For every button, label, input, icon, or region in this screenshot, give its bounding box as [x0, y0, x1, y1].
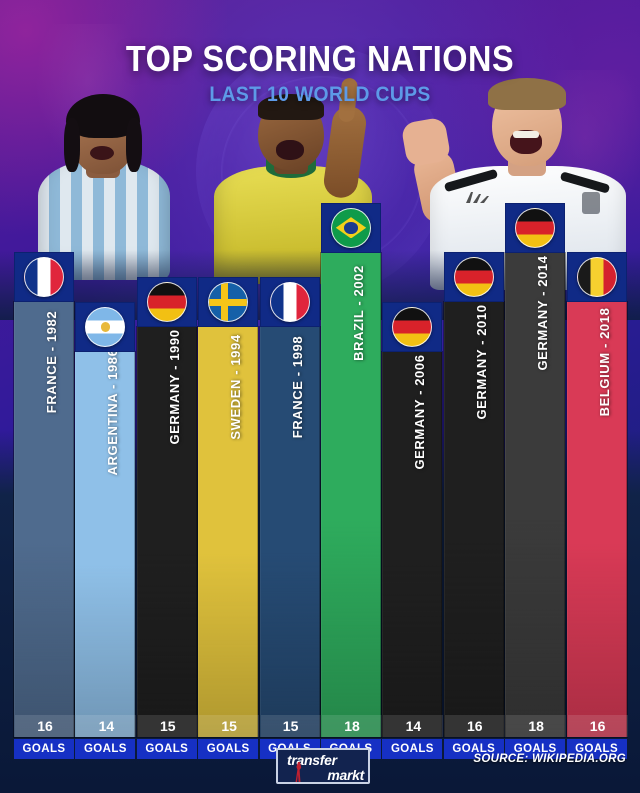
bar-label: BELGIUM - 2018 [596, 307, 612, 417]
bar-label: GERMANY - 2010 [473, 304, 489, 420]
bar[interactable]: GERMANY - 2014 18 [505, 252, 567, 737]
transfermarkt-logo-line1: transfer [287, 751, 337, 768]
bar-value: 18 [322, 715, 382, 737]
page-title: TOP SCORING NATIONS [125, 38, 515, 79]
flag-germany-icon [146, 282, 187, 323]
flag-header-box [505, 202, 566, 253]
bar-goals-label: GOALS [198, 739, 259, 759]
bar-value: 15 [199, 715, 260, 737]
flag-header-box [136, 277, 197, 328]
bar-column[interactable]: GERMANY - 1990 15 GOALS [136, 277, 198, 759]
flag-france-icon [24, 257, 64, 298]
bar-goals-label: GOALS [505, 739, 566, 759]
flag-header-box [14, 252, 74, 303]
flag-belgium-icon [576, 257, 617, 298]
flag-sweden-icon [208, 282, 249, 323]
bar-column[interactable]: ARGENTINA - 1986 14 GOALS [75, 302, 137, 759]
bar-column[interactable]: FRANCE - 199815GOALS [259, 277, 321, 759]
bar-value: 15 [137, 715, 198, 737]
bar-column[interactable]: GERMANY - 2010 16 GOALS [443, 252, 505, 759]
bar[interactable]: GERMANY - 2006 14 [382, 352, 444, 737]
page-subtitle: LAST 10 WORLD CUPS [209, 83, 431, 106]
transfermarkt-figure-icon [295, 762, 302, 782]
bar[interactable]: GERMANY - 2010 16 [443, 302, 505, 737]
bar-value: 14 [76, 715, 137, 737]
adidas-logo-icon [466, 192, 489, 203]
flag-header-box [443, 252, 504, 303]
bar-goals-label: GOALS [14, 739, 74, 759]
flag-germany-icon [453, 257, 494, 298]
bar[interactable]: FRANCE - 1982 16 [14, 302, 75, 737]
flag-brazil-icon [331, 207, 371, 248]
bar-column[interactable]: GERMANY - 2014 18 GOALS [505, 202, 567, 759]
bar-value: 14 [383, 715, 444, 737]
bar-goals-label: GOALS [75, 739, 136, 759]
flag-header-box [566, 252, 627, 303]
bar[interactable]: FRANCE - 1998 15 [259, 327, 321, 737]
bar-column[interactable]: BELGIUM - 2018 16 GOALS [566, 252, 628, 759]
flag-header-box [75, 302, 136, 352]
bar[interactable]: BRAZIL - 2002 18 [321, 252, 382, 737]
bar-label: FRANCE - 1982 [44, 311, 59, 414]
bar-label: GERMANY - 2014 [535, 255, 551, 371]
transfermarkt-logo-line2: markt [327, 766, 364, 783]
bar-column[interactable]: GERMANY - 2006 14 GOALS [382, 302, 444, 759]
flag-header-box [321, 202, 381, 253]
bar-label: GERMANY - 2006 [412, 354, 428, 470]
bar-column[interactable]: SWEDEN - 1994 15 GOALS [198, 277, 260, 759]
bar[interactable]: SWEDEN - 1994 15 [198, 327, 260, 737]
flag-france-icon [269, 282, 310, 323]
flag-header-box [382, 302, 443, 352]
bar-label: GERMANY - 1990 [166, 329, 182, 445]
bar-value: 15 [260, 715, 321, 737]
bar-label: ARGENTINA - 1986 [105, 348, 121, 476]
bar-value: 16 [444, 715, 505, 737]
bar-column[interactable]: BRAZIL - 200218GOALS [321, 202, 382, 759]
bar-goals-label: GOALS [382, 739, 443, 759]
bar[interactable]: ARGENTINA - 1986 14 [75, 348, 137, 737]
bar-value: 18 [506, 715, 567, 737]
source-credit: SOURCE: WIKIPEDIA.ORG [473, 753, 626, 765]
bar-goals-label: GOALS [566, 739, 627, 759]
bar-label: SWEDEN - 1994 [228, 334, 244, 440]
flag-argentina-icon [85, 307, 126, 347]
bar[interactable]: BELGIUM - 2018 16 [566, 302, 628, 737]
bar-column[interactable]: FRANCE - 1982 16 GOALS [14, 252, 75, 759]
transfermarkt-logo: transfer markt [276, 748, 370, 784]
flag-header-box [198, 277, 259, 328]
bar-label: BRAZIL - 2002 [351, 264, 366, 361]
bar-label: FRANCE - 1998 [289, 335, 305, 439]
bar-goals-label: GOALS [443, 739, 504, 759]
flag-germany-icon [515, 207, 556, 248]
bar-goals-label: GOALS [136, 739, 197, 759]
bar-value: 16 [567, 715, 628, 737]
flag-header-box [259, 277, 320, 328]
flag-germany-icon [392, 307, 433, 347]
bar-value: 16 [15, 715, 75, 737]
bar[interactable]: GERMANY - 1990 15 [136, 327, 198, 737]
